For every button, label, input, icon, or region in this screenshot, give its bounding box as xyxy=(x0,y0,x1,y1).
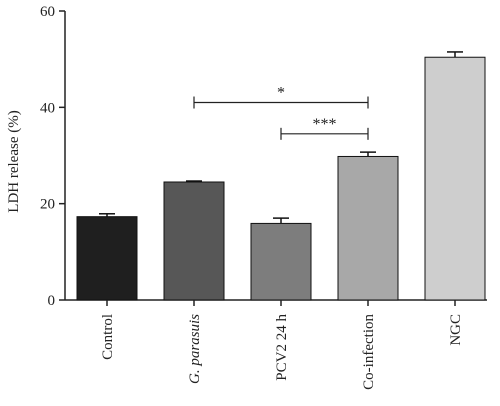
x-tick-label-3: Co-infection xyxy=(361,314,377,390)
x-tick-label-0: Control xyxy=(100,314,116,360)
significance-label-1: *** xyxy=(313,116,337,133)
y-tick-label: 0 xyxy=(48,293,56,309)
bar-3 xyxy=(337,155,399,301)
x-tick-label-1: G. parasuis xyxy=(187,314,203,384)
bar-2 xyxy=(250,222,312,301)
y-axis-title: LDH release (%) xyxy=(6,110,22,212)
x-tick-label-4: NGC xyxy=(448,314,464,346)
significance-label-0: * xyxy=(277,85,285,102)
bar-4 xyxy=(424,56,486,301)
x-tick-label-2: PCV2 24 h xyxy=(274,314,290,381)
bar-0 xyxy=(76,216,138,301)
y-tick-label: 60 xyxy=(40,4,55,20)
y-tick-label: 40 xyxy=(40,100,55,116)
bar-1 xyxy=(163,181,225,301)
y-tick-label: 20 xyxy=(40,197,55,213)
